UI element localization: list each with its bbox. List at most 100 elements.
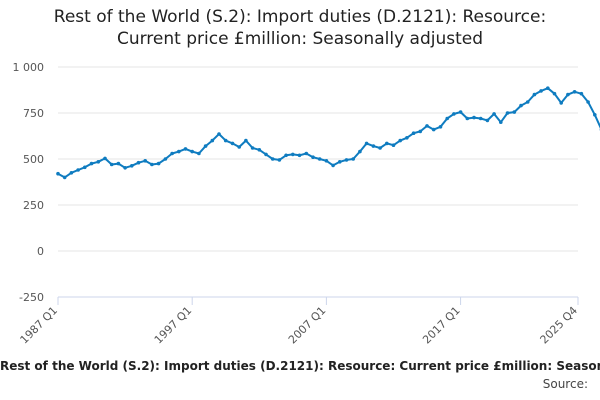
- data-point: [210, 138, 215, 143]
- data-point: [411, 131, 416, 135]
- data-point: [56, 171, 60, 176]
- data-point: [277, 158, 282, 162]
- x-tick-label: 1997 Q1: [152, 304, 195, 347]
- x-tick-label: 1987 Q1: [18, 304, 61, 347]
- data-point: [284, 153, 288, 158]
- data-point: [331, 163, 335, 168]
- data-point: [183, 147, 188, 151]
- data-point: [351, 157, 356, 161]
- y-tick-label: 250: [23, 199, 44, 212]
- data-point: [452, 112, 456, 116]
- data-point: [203, 144, 208, 148]
- data-point: [270, 157, 275, 161]
- data-point: [358, 149, 362, 154]
- data-point: [512, 110, 517, 114]
- data-point: [465, 116, 470, 121]
- data-point: [143, 159, 147, 163]
- data-point: [83, 165, 87, 170]
- data-point: [458, 110, 463, 114]
- legend-entry[interactable]: Rest of the World (S.2): Import duties (…: [0, 359, 600, 373]
- data-point: [364, 141, 369, 146]
- data-point: [136, 160, 141, 165]
- axes: -250 0 250 500 750 1 000 1987 Q1 1997 Q1 2007 Q1…: [13, 61, 581, 346]
- data-point: [505, 111, 510, 115]
- data-point: [297, 153, 302, 158]
- data-point: [572, 90, 577, 94]
- data-point: [177, 149, 181, 154]
- y-tick-label: 1 000: [13, 61, 45, 74]
- data-point: [499, 120, 503, 124]
- data-point: [472, 115, 476, 120]
- data-point: [250, 146, 255, 150]
- data-point: [244, 138, 248, 143]
- y-tick-label: 500: [23, 153, 44, 166]
- data-point: [304, 151, 309, 156]
- gridlines: [58, 66, 578, 298]
- data-point: [418, 129, 423, 134]
- data-point: [62, 175, 67, 180]
- source-label: Source:: [542, 377, 588, 391]
- data-point: [311, 155, 315, 159]
- data-point: [317, 157, 322, 161]
- data-point: [586, 100, 590, 104]
- data-point: [130, 164, 134, 168]
- data-point: [438, 125, 443, 129]
- data-point: [532, 92, 537, 97]
- x-tick-label: 2017 Q1: [420, 304, 463, 347]
- data-point: [519, 103, 523, 108]
- data-point: [116, 161, 121, 166]
- data-point: [344, 158, 349, 162]
- y-tick-label: 750: [23, 107, 44, 120]
- data-point: [385, 141, 389, 146]
- data-point: [445, 116, 450, 121]
- data-point: [579, 91, 584, 96]
- data-point: [103, 156, 107, 161]
- x-tick-label: 2007 Q1: [286, 304, 329, 347]
- data-point: [371, 144, 376, 148]
- data-point: [197, 151, 201, 156]
- y-tick-label: 0: [37, 245, 44, 258]
- data-point: [324, 159, 329, 163]
- data-point: [492, 112, 496, 116]
- data-point: [478, 116, 483, 121]
- data-point: [485, 118, 490, 123]
- data-point: [559, 101, 563, 105]
- data-point: [69, 171, 74, 175]
- data-point: [552, 91, 557, 96]
- data-point: [89, 161, 94, 166]
- chart-title: Rest of the World (S.2): Import duties (…: [0, 6, 600, 50]
- data-point: [223, 138, 228, 143]
- data-point: [539, 89, 543, 93]
- data-point: [96, 160, 101, 164]
- data-point: [378, 146, 382, 150]
- data-point: [163, 157, 168, 161]
- data-point: [546, 86, 550, 90]
- y-tick-label: -250: [19, 291, 44, 304]
- data-point: [217, 132, 221, 136]
- data-point: [291, 152, 295, 157]
- data-point: [123, 166, 127, 170]
- series-layer: [56, 86, 600, 180]
- data-point: [338, 160, 342, 164]
- data-point: [593, 113, 597, 117]
- data-point: [230, 141, 235, 146]
- data-point: [190, 149, 194, 154]
- data-point: [264, 152, 268, 157]
- chart-title-line-1: Rest of the World (S.2): Import duties (…: [53, 7, 547, 27]
- data-point: [109, 162, 114, 167]
- data-point: [431, 127, 436, 132]
- data-point: [170, 151, 174, 156]
- data-point: [150, 162, 154, 167]
- data-point: [525, 100, 530, 104]
- data-point: [237, 145, 241, 149]
- data-point: [405, 136, 409, 140]
- chart-title-line-2: Current price £million: Seasonally adjus…: [116, 29, 484, 49]
- data-point: [425, 124, 429, 128]
- data-point: [566, 92, 570, 97]
- data-point: [398, 138, 403, 143]
- data-point: [391, 143, 396, 147]
- data-point: [76, 168, 80, 172]
- data-point: [156, 161, 161, 166]
